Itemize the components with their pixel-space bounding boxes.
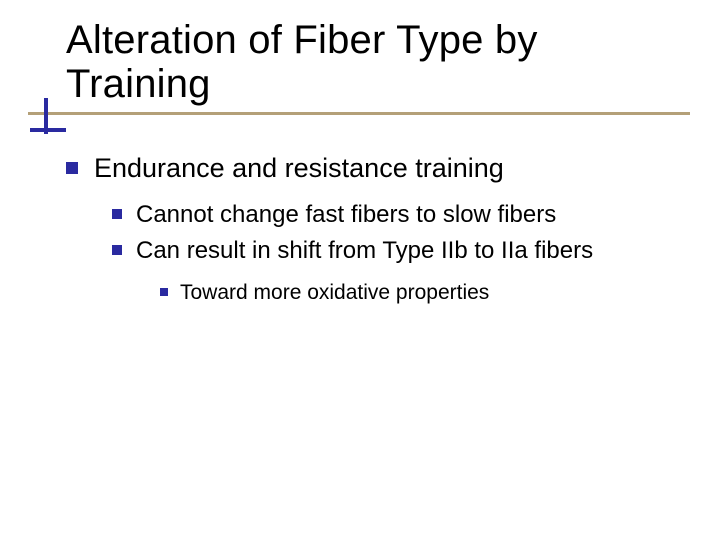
title-accent-horizontal <box>30 128 66 132</box>
list-item: Can result in shift from Type IIb to IIa… <box>112 236 670 266</box>
slide-title: Alteration of Fiber Type by Training <box>66 18 680 106</box>
body: Endurance and resistance training Cannot… <box>66 152 670 306</box>
lvl1-text: Endurance and resistance training <box>94 152 504 186</box>
lvl2-text: Can result in shift from Type IIb to IIa… <box>136 236 593 266</box>
square-bullet-icon <box>112 209 122 219</box>
list-item: Cannot change fast fibers to slow fibers <box>112 200 670 230</box>
square-bullet-icon <box>66 162 78 174</box>
square-bullet-icon <box>160 288 168 296</box>
lvl3-text: Toward more oxidative properties <box>180 280 489 306</box>
title-underline <box>28 112 690 115</box>
list-item: Toward more oxidative properties <box>160 280 670 306</box>
slide: Alteration of Fiber Type by Training End… <box>0 0 720 540</box>
lvl2-text: Cannot change fast fibers to slow fibers <box>136 200 556 230</box>
list-item: Endurance and resistance training <box>66 152 670 186</box>
title-block: Alteration of Fiber Type by Training <box>66 18 680 106</box>
square-bullet-icon <box>112 245 122 255</box>
